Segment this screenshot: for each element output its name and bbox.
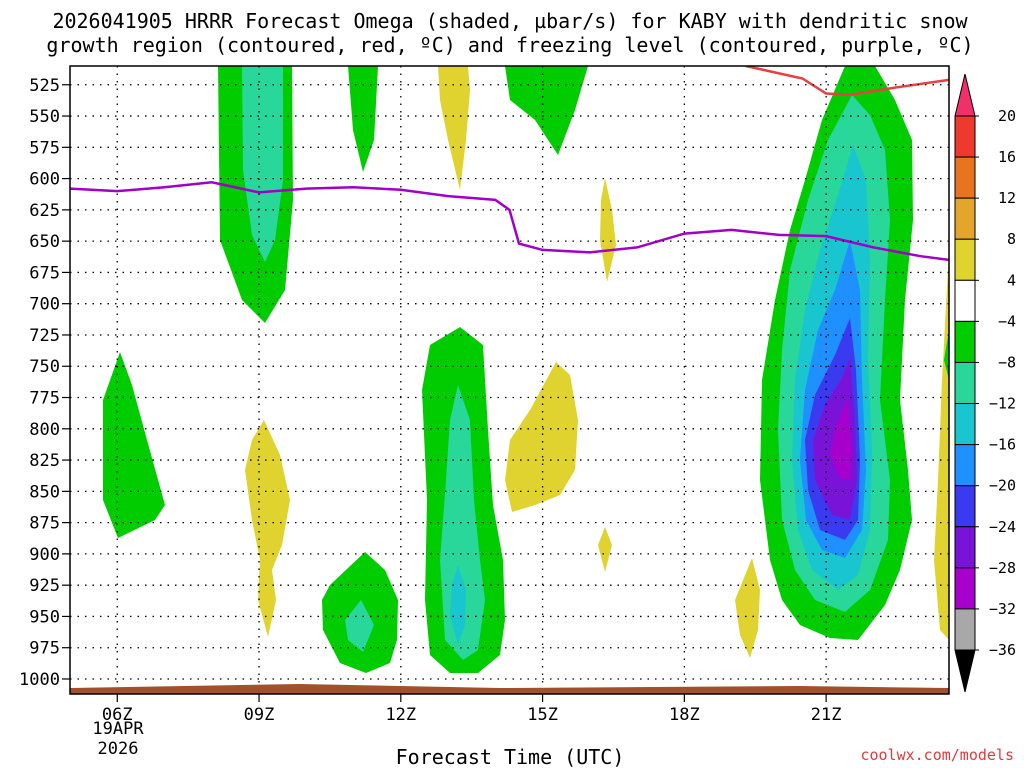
colorbar-labels: 20 16 12 8 4 −4 −8 −12 −16 −20 −24 −28 −32 −36 [989,107,1016,659]
colorbar-box-1 [954,156,976,199]
updraft-06z [103,352,165,538]
updraft-right-edge [944,330,949,380]
y-axis-labels: 525 550 575 600 625 650 675 700 725 750 775 800 825 8… [19,76,60,690]
downdraft-19z-lower [735,558,760,658]
downdraft-14z-upper [438,66,470,190]
y-tick-label-650: 650 [29,232,60,252]
plot-area [70,66,949,694]
colorbar-box-4 [954,279,976,322]
omega-shading [103,66,949,673]
date-label-day: 19APR [92,719,144,739]
x-axis-ticks [116,694,827,702]
x-axis-title: Forecast Time (UTC) [396,745,625,768]
credit-text: coolwx.com/models [860,746,1014,764]
colorbar-label-10: −24 [989,518,1016,536]
colorbar-label-4: 4 [1007,271,1016,289]
colorbar-label-2: 12 [998,189,1016,207]
y-tick-label-600: 600 [29,170,60,190]
y-axis-ticks [62,84,70,680]
colorbar-box-6 [954,361,976,405]
colorbar-label-1: 16 [998,148,1016,166]
updraft-11z-lower-core [345,600,374,652]
colorbar-label-3: 8 [1007,230,1016,248]
y-tick-label-1000: 1000 [19,670,60,690]
x-tick-label-18Z: 18Z [669,705,700,725]
updraft-13z-inner [450,565,466,645]
colorbar-top-arrow [954,73,976,117]
chart-title-line-2: growth region (contoured, red, ºC) and f… [46,33,973,57]
colorbar-label-5: −4 [998,312,1016,330]
y-tick-label-675: 675 [29,263,60,283]
colorbar [954,73,979,693]
colorbar-label-0: 20 [998,107,1016,125]
y-tick-label-525: 525 [29,76,60,96]
colorbar-box-3 [954,238,976,281]
colorbar-box-8 [954,444,976,487]
updraft-13z-core [440,385,485,660]
colorbar-box-7 [954,403,976,446]
colorbar-label-11: −28 [989,559,1016,577]
downdraft-16z-upper [600,178,616,282]
y-tick-label-725: 725 [29,326,60,346]
colorbar-box-9 [954,485,976,528]
x-tick-label-09Z: 09Z [244,705,275,725]
dendritic-growth-zone-contour [745,66,949,97]
x-tick-label-21Z: 21Z [811,705,842,725]
downdraft-09z-lower [245,420,290,637]
colorbar-box-11 [954,567,976,610]
downdraft-15z [505,362,578,512]
y-tick-label-750: 750 [29,357,60,377]
colorbar-label-7: −12 [989,395,1016,413]
colorbar-label-8: −16 [989,436,1016,454]
y-tick-label-800: 800 [29,420,60,440]
downdraft-right-edge [934,250,949,640]
colorbar-bottom-arrow [954,649,976,693]
y-tick-label-825: 825 [29,451,60,471]
date-label-year: 2026 [98,739,139,759]
updraft-09z-upper-core [242,66,283,262]
downdraft-shading [245,66,760,658]
y-tick-label-975: 975 [29,639,60,659]
y-tick-label-850: 850 [29,482,60,502]
y-tick-label-625: 625 [29,201,60,221]
y-tick-label-950: 950 [29,607,60,627]
y-tick-label-875: 875 [29,514,60,534]
colorbar-box-0 [954,115,976,158]
colorbar-label-9: −20 [989,477,1016,495]
updraft-11z-upper [348,66,378,172]
x-tick-label-06Z: 06Z [102,705,133,725]
y-tick-label-575: 575 [29,138,60,158]
y-tick-label-775: 775 [29,389,60,409]
colorbar-label-13: −36 [989,641,1016,659]
chart-title-line-1: 2026041905 HRRR Forecast Omega (shaded, … [52,9,968,33]
plot-frame [69,65,950,695]
colorbar-label-12: −32 [989,600,1016,618]
colorbar-label-6: −8 [998,353,1016,371]
y-tick-label-550: 550 [29,107,60,127]
downdraft-16z-lower [598,527,612,572]
updraft-14z-upper [505,66,588,155]
y-tick-label-700: 700 [29,295,60,315]
colorbar-box-5 [954,320,976,363]
colorbar-box-12 [954,608,976,651]
freezing-level-contour [70,181,949,262]
x-tick-label-15Z: 15Z [527,705,558,725]
y-tick-label-925: 925 [29,576,60,596]
x-axis-labels: 06Z 09Z 12Z 15Z 18Z 21Z [102,705,842,725]
y-tick-label-900: 900 [29,545,60,565]
surface-terrain [70,684,949,694]
colorbar-box-2 [954,197,976,240]
colorbar-box-10 [954,526,976,569]
x-tick-label-12Z: 12Z [385,705,416,725]
